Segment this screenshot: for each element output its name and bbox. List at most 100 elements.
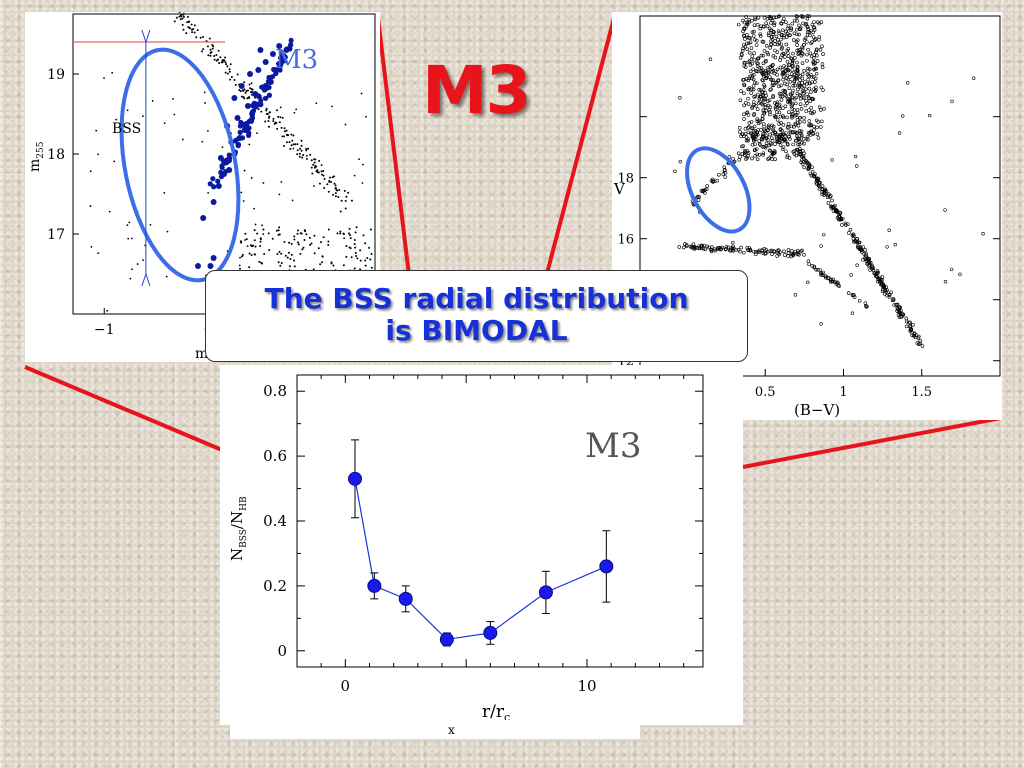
bss-star	[210, 255, 217, 261]
field-star	[209, 51, 212, 54]
field-star	[265, 107, 268, 110]
cmd-star	[834, 281, 839, 286]
field-star	[313, 185, 315, 187]
cmd-star	[790, 64, 794, 68]
bss-star	[200, 215, 207, 221]
bss-star	[257, 47, 264, 53]
cmd-star	[701, 188, 706, 193]
cmd-star	[770, 152, 775, 156]
cmd-star	[814, 66, 818, 71]
field-star	[209, 48, 212, 51]
cmd-star	[802, 119, 807, 124]
cmd-star	[743, 131, 748, 136]
field-star	[126, 224, 129, 227]
cmd-star	[758, 26, 763, 31]
field-star	[186, 15, 189, 18]
cmd-star	[786, 23, 791, 28]
cmd-star	[806, 280, 810, 285]
cmd-star	[759, 94, 763, 99]
cmd-star	[822, 190, 827, 195]
cmd-star	[746, 154, 750, 158]
cmd-star	[800, 140, 804, 145]
cmd-star	[761, 133, 765, 138]
cmd-star	[879, 280, 883, 284]
cmd-star	[821, 88, 825, 92]
cmd-star	[742, 112, 746, 117]
cmd-star	[717, 172, 721, 177]
cmd-star	[752, 51, 756, 55]
cmd-star	[762, 111, 766, 116]
bottom-cluster-label: M3	[585, 426, 641, 466]
cmd-star	[751, 87, 756, 92]
field-star	[236, 73, 239, 76]
cmd-star	[808, 111, 813, 115]
cmd-star	[783, 104, 788, 109]
cmd-star	[812, 20, 816, 24]
cmd-star	[761, 135, 765, 139]
strip-label: x	[448, 723, 455, 737]
field-star	[300, 144, 303, 147]
cmd-star	[772, 250, 777, 254]
cmd-star	[764, 141, 769, 146]
field-star	[313, 161, 316, 164]
cmd-star	[731, 156, 735, 161]
cmd-star	[761, 24, 766, 29]
cmd-star	[773, 105, 778, 110]
field-star	[369, 258, 372, 261]
bss-star	[265, 78, 272, 85]
cmd-star	[762, 127, 766, 132]
cmd-star	[764, 248, 769, 252]
cmd-star	[767, 123, 771, 128]
cmd-star	[742, 134, 746, 139]
bss-star	[288, 42, 294, 48]
field-star	[291, 139, 294, 142]
cmd-star	[835, 210, 839, 215]
cmd-star	[801, 21, 805, 26]
bss-star	[207, 181, 213, 187]
cmd-star	[822, 106, 826, 111]
cmd-star	[819, 119, 824, 124]
field-star	[305, 154, 308, 157]
cmd-star	[753, 37, 757, 42]
cmd-star	[949, 267, 954, 272]
cmd-star	[750, 143, 755, 147]
connector-line	[742, 416, 1002, 469]
field-star	[350, 199, 353, 202]
cmd-star	[904, 316, 909, 321]
cmd-star	[685, 244, 689, 248]
cmd-star	[773, 55, 778, 60]
cmd-star	[863, 301, 868, 305]
field-star	[331, 105, 333, 108]
cmd-star	[891, 298, 896, 302]
cmd-star	[764, 21, 768, 25]
radial-distribution-chart: 0 0.2 0.4 0.6 0.8 0 10 M3 r/rc NBSS/NHB	[228, 374, 704, 724]
field-star	[285, 141, 288, 144]
field-star	[249, 87, 252, 90]
cmd-star	[846, 291, 851, 295]
cmd-star	[711, 180, 715, 184]
cmd-star	[777, 31, 782, 35]
field-star	[293, 235, 296, 238]
cmd-star	[745, 35, 750, 40]
cmd-star	[754, 38, 759, 43]
cmd-star	[786, 248, 791, 252]
cmd-star	[762, 49, 767, 53]
bss-star	[254, 102, 260, 108]
field-star	[316, 169, 319, 172]
field-star	[175, 16, 178, 19]
cmd-star	[892, 303, 897, 307]
cmd-star	[826, 201, 831, 205]
cmd-star	[752, 102, 756, 107]
field-star	[293, 259, 296, 262]
field-star	[267, 120, 270, 123]
cmd-star	[910, 333, 915, 338]
cmd-star	[759, 101, 764, 106]
cmd-star	[771, 124, 776, 129]
cmd-star	[831, 279, 835, 284]
field-star	[248, 143, 251, 146]
field-star	[180, 15, 183, 18]
cmd-star	[752, 58, 757, 62]
arrow-head-up	[141, 272, 151, 287]
field-star	[277, 229, 280, 232]
bss-star	[288, 37, 294, 44]
